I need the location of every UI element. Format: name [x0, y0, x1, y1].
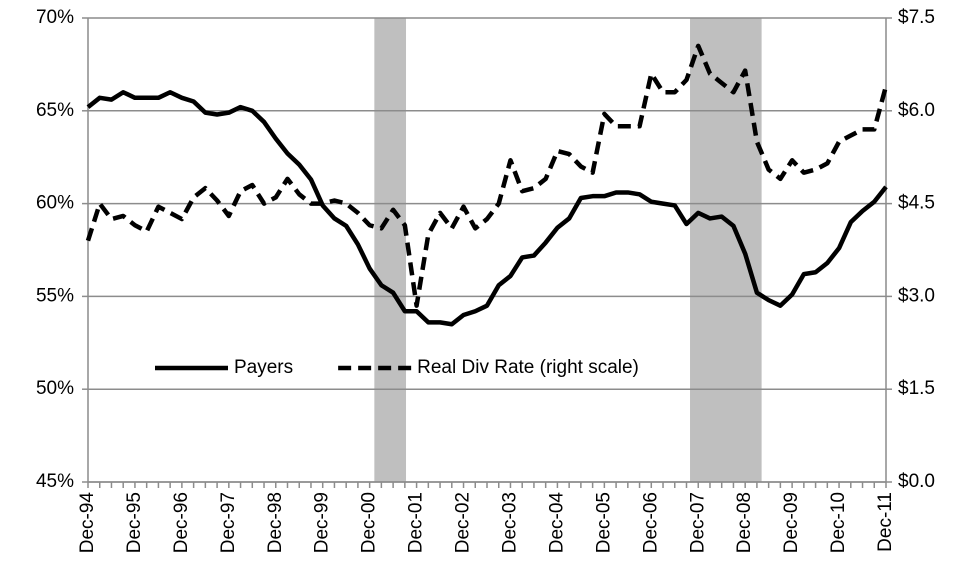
y2-tick-label: $1.5 — [898, 378, 935, 399]
y-tick-label: 60% — [36, 193, 74, 214]
x-tick-label: Dec-11 — [875, 492, 896, 552]
x-tick-label: Dec-02 — [453, 492, 474, 553]
x-tick-label: Dec-04 — [546, 492, 567, 554]
x-tick-label: Dec-03 — [499, 492, 520, 553]
shaded-range — [374, 18, 407, 482]
x-tick-label: Dec-96 — [171, 492, 192, 553]
y-tick-label: 50% — [36, 378, 74, 399]
shaded-range — [690, 18, 762, 482]
x-tick-label: Dec-07 — [687, 492, 708, 553]
x-tick-label: Dec-00 — [359, 492, 380, 553]
x-tick-label: Dec-10 — [828, 492, 849, 553]
y2-tick-label: $4.5 — [898, 193, 935, 214]
x-tick-label: Dec-94 — [77, 492, 98, 554]
y-tick-label: 65% — [36, 100, 74, 121]
x-tick-label: Dec-97 — [218, 492, 239, 553]
x-tick-label: Dec-06 — [640, 492, 661, 553]
y2-tick-label: $6.0 — [898, 100, 935, 121]
x-tick-label: Dec-01 — [406, 492, 427, 553]
x-tick-label: Dec-98 — [265, 492, 286, 553]
legend-label: Payers — [234, 357, 293, 378]
y2-tick-label: $3.0 — [898, 285, 935, 306]
x-tick-label: Dec-99 — [312, 492, 333, 553]
legend-label: Real Div Rate (right scale) — [417, 357, 639, 378]
x-tick-label: Dec-09 — [781, 492, 802, 553]
x-tick-label: Dec-05 — [593, 492, 614, 553]
x-tick-label: Dec-08 — [734, 492, 755, 553]
series-line — [86, 89, 888, 327]
y-tick-label: 45% — [36, 471, 74, 492]
y2-tick-label: $7.5 — [898, 7, 935, 28]
x-tick-label: Dec-95 — [124, 492, 145, 553]
y2-tick-label: $0.0 — [898, 471, 935, 492]
y-tick-label: 55% — [36, 285, 74, 306]
series-line — [85, 43, 889, 308]
y-tick-label: 70% — [36, 7, 74, 28]
